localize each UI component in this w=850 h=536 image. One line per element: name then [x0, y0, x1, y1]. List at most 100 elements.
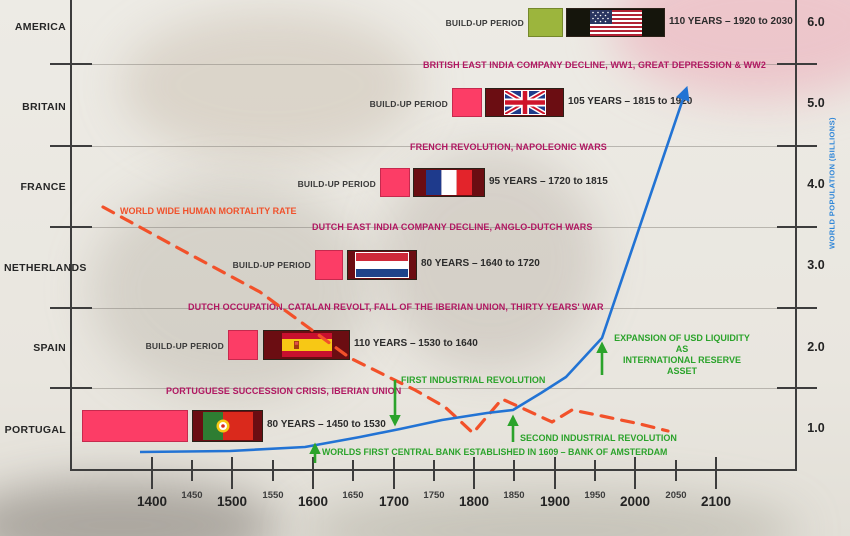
netherlands-flag	[347, 250, 417, 280]
right-axis-line	[795, 0, 797, 470]
x-tick-major	[634, 457, 636, 489]
usd-liquidity-line2: INTERNATIONAL RESERVE ASSET	[622, 355, 741, 376]
years-america: 110 YEARS – 1920 to 2030	[669, 16, 793, 27]
x-label-1600: 1600	[297, 494, 329, 509]
x-tick-major	[312, 457, 314, 489]
years-netherlands: 80 YEARS – 1640 to 1720	[421, 258, 540, 269]
right-axis-value-3: 3.0	[807, 258, 825, 272]
years-britain: 105 YEARS – 1815 to 1920	[568, 96, 693, 107]
left-axis-tick	[50, 145, 92, 147]
x-tick-major	[554, 457, 556, 489]
usd-liquidity-line1: EXPANSION OF USD LIQUIDITY AS	[614, 333, 750, 354]
x-tick-minor	[191, 460, 193, 481]
france-flag	[413, 168, 485, 197]
x-label-1500: 1500	[216, 494, 248, 509]
years-france: 95 YEARS – 1720 to 1815	[489, 176, 608, 187]
left-axis-tick	[50, 226, 92, 228]
event-britain: BRITISH EAST INDIA COMPANY DECLINE, WW1,…	[423, 60, 766, 70]
x-tick-minor	[594, 460, 596, 481]
row-label-portugal: PORTUGAL	[4, 424, 66, 436]
x-tick-major	[151, 457, 153, 489]
x-tick-minor	[513, 460, 515, 481]
x-tick-major	[473, 457, 475, 489]
usa-flag	[566, 8, 665, 37]
left-axis-tick	[50, 63, 92, 65]
x-label-1550: 1550	[262, 490, 284, 501]
row-label-spain: SPAIN	[33, 342, 66, 354]
buildup-label-france: BUILD-UP PERIOD	[297, 179, 376, 189]
x-label-1700: 1700	[378, 494, 410, 509]
row-label-netherlands: NETHERLANDS	[4, 262, 87, 274]
portugal-flag-image	[202, 412, 253, 440]
buildup-bar-spain	[228, 330, 258, 360]
buildup-bar-britain	[452, 88, 482, 117]
x-tick-minor	[433, 460, 435, 481]
right-axis-tick	[777, 307, 817, 309]
x-label-2050: 2050	[665, 490, 687, 501]
row-label-france: FRANCE	[20, 181, 66, 193]
x-tick-major	[393, 457, 395, 489]
event-portugal: PORTUGUESE SUCCESSION CRISIS, IBERIAN UN…	[166, 386, 402, 396]
background-painting	[120, 10, 420, 160]
right-axis-tick	[777, 226, 817, 228]
x-tick-minor	[352, 460, 354, 481]
netherlands-flag-image	[356, 253, 408, 277]
second-industrial-revolution-label: SECOND INDUSTRIAL REVOLUTION	[520, 433, 677, 443]
x-tick-major	[715, 457, 717, 489]
x-label-1750: 1750	[423, 490, 445, 501]
x-label-1850: 1850	[503, 490, 525, 501]
buildup-label-america: BUILD-UP PERIOD	[445, 18, 524, 28]
mortality-rate-label: WORLD WIDE HUMAN MORTALITY RATE	[120, 206, 297, 216]
first-industrial-revolution-label: FIRST INDUSTRIAL REVOLUTION	[401, 375, 546, 385]
france-flag-image	[426, 170, 472, 195]
x-label-1450: 1450	[181, 490, 203, 501]
row-label-britain: BRITAIN	[22, 101, 66, 113]
right-axis-tick	[777, 145, 817, 147]
right-axis-value-6: 6.0	[807, 15, 825, 29]
x-label-1400: 1400	[136, 494, 168, 509]
uk-flag-image	[503, 88, 546, 117]
row-label-america: AMERICA	[14, 21, 66, 33]
right-axis-tick	[777, 387, 817, 389]
buildup-bar-america	[528, 8, 563, 37]
x-tick-major	[231, 457, 233, 489]
central-bank-label: WORLDS FIRST CENTRAL BANK ESTABLISHED IN…	[322, 447, 668, 457]
uk-flag	[485, 88, 564, 117]
mortality-rate-line	[101, 205, 670, 436]
spain-flag-image	[281, 333, 332, 357]
x-label-1650: 1650	[342, 490, 364, 501]
x-label-1950: 1950	[584, 490, 606, 501]
left-axis-line	[70, 0, 72, 470]
years-portugal: 80 YEARS – 1450 to 1530	[267, 419, 386, 430]
right-axis-value-4: 4.0	[807, 177, 825, 191]
portugal-flag	[192, 410, 263, 442]
right-axis-value-5: 5.0	[807, 96, 825, 110]
years-spain: 110 YEARS – 1530 to 1640	[354, 338, 478, 349]
buildup-label-britain: BUILD-UP PERIOD	[369, 99, 448, 109]
buildup-label-netherlands: BUILD-UP PERIOD	[232, 260, 311, 270]
buildup-bar-portugal	[82, 410, 188, 442]
event-france: FRENCH REVOLUTION, NAPOLEONIC WARS	[410, 142, 607, 152]
x-label-1900: 1900	[539, 494, 571, 509]
spain-flag	[263, 330, 350, 360]
event-netherlands: DUTCH EAST INDIA COMPANY DECLINE, ANGLO-…	[312, 222, 593, 232]
left-axis-tick	[50, 307, 92, 309]
x-label-2000: 2000	[619, 494, 651, 509]
left-axis-tick	[50, 387, 92, 389]
x-tick-minor	[675, 460, 677, 481]
gridline	[72, 64, 795, 65]
right-axis-title: WORLD POPULATION (BILLIONS)	[827, 117, 837, 249]
right-axis-tick	[777, 63, 817, 65]
right-axis-value-1: 1.0	[807, 421, 825, 435]
right-axis-value-2: 2.0	[807, 340, 825, 354]
buildup-bar-netherlands	[315, 250, 343, 280]
buildup-bar-france	[380, 168, 410, 197]
buildup-label-spain: BUILD-UP PERIOD	[145, 341, 224, 351]
event-spain: DUTCH OCCUPATION, CATALAN REVOLT, FALL O…	[188, 302, 604, 312]
x-tick-minor	[272, 460, 274, 481]
x-label-2100: 2100	[700, 494, 732, 509]
x-label-1800: 1800	[458, 494, 490, 509]
usd-liquidity-label: EXPANSION OF USD LIQUIDITY AS INTERNATIO…	[613, 333, 751, 377]
usa-flag-image	[589, 9, 642, 36]
